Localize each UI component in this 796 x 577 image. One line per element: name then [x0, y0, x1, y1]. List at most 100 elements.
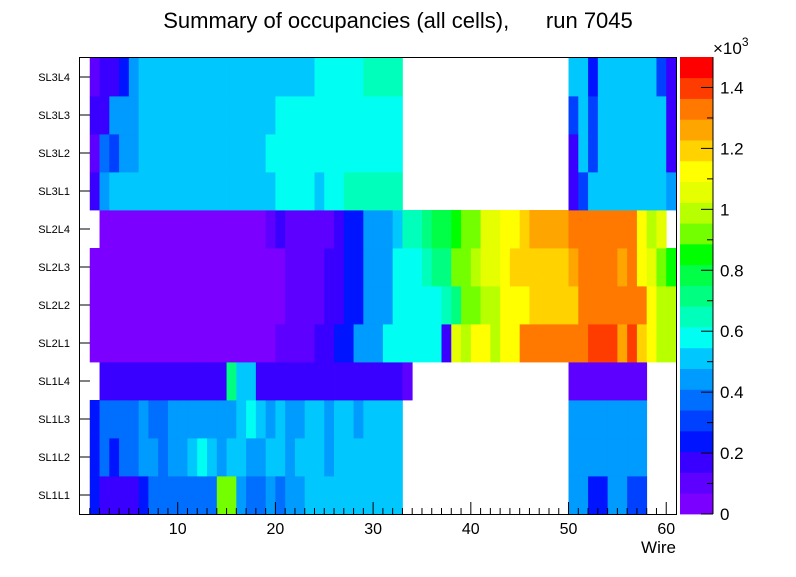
y-tick-label: SL1L4: [38, 376, 70, 388]
heatmap-cell: [197, 172, 208, 211]
heatmap-cell: [441, 210, 452, 249]
heatmap-cell: [275, 248, 286, 287]
heatmap-cell: [578, 172, 589, 211]
heatmap-cell: [656, 172, 667, 211]
heatmap-cell: [402, 286, 413, 325]
heatmap-cell: [275, 362, 286, 401]
heatmap-cell: [167, 476, 179, 515]
heatmap-cell: [636, 438, 648, 477]
heatmap-cell: [226, 324, 237, 363]
heatmap-cell: [343, 362, 354, 401]
heatmap-cell: [207, 96, 218, 135]
heatmap-cell: [656, 324, 667, 363]
heatmap-cell: [461, 248, 472, 287]
heatmap-cell: [89, 58, 100, 97]
color-scale-tick-label: 1: [720, 200, 729, 219]
heatmap-cell: [568, 362, 579, 401]
heatmap-cell: [402, 362, 413, 401]
heatmap-cell: [334, 324, 345, 363]
heatmap-cell: [373, 248, 384, 287]
heatmap-cell: [451, 286, 462, 325]
heatmap-cell: [578, 134, 589, 173]
heatmap-cell: [597, 134, 609, 173]
heatmap-cell: [99, 58, 110, 97]
heatmap-cell: [226, 248, 237, 287]
y-tick-label: SL2L3: [38, 262, 70, 274]
heatmap-cell: [666, 134, 677, 173]
heatmap-cell: [421, 324, 433, 363]
heatmap-cell: [402, 324, 413, 363]
heatmap-cell: [588, 400, 599, 439]
heatmap-cell: [99, 400, 110, 439]
heatmap-cell: [334, 362, 345, 401]
y-tick-label: SL2L2: [38, 300, 70, 312]
heatmap-cell: [334, 248, 345, 287]
heatmap-cell: [216, 400, 227, 439]
heatmap-cell: [363, 210, 374, 249]
heatmap-cell: [128, 134, 140, 173]
y-tick-label: SL1L3: [38, 414, 70, 426]
heatmap-cell: [187, 476, 198, 515]
heatmap-cell: [597, 400, 609, 439]
heatmap-cell: [617, 134, 628, 173]
heatmap-cell: [148, 286, 159, 325]
color-scale-bin: [680, 493, 713, 515]
heatmap-cell: [89, 248, 100, 287]
heatmap-cell: [353, 476, 364, 515]
heatmap-cell: [99, 172, 110, 211]
heatmap-cell: [89, 134, 100, 173]
heatmap-cell: [666, 58, 677, 97]
heatmap-cell: [89, 476, 100, 515]
heatmap-cell: [548, 286, 560, 325]
heatmap-cell: [216, 248, 227, 287]
heatmap-cell: [382, 438, 394, 477]
heatmap-cell: [294, 248, 306, 287]
heatmap-cell: [285, 96, 296, 135]
heatmap-cell: [607, 172, 618, 211]
heatmap-cell: [539, 248, 550, 287]
heatmap-cell: [216, 286, 227, 325]
heatmap-cell: [138, 248, 149, 287]
heatmap-cell: [294, 172, 306, 211]
heatmap-cell: [636, 172, 648, 211]
color-scale-bin: [680, 202, 713, 224]
heatmap-cell: [226, 286, 237, 325]
color-scale-bin: [680, 347, 713, 369]
heatmap-cell: [314, 248, 325, 287]
heatmap-cell: [373, 362, 384, 401]
heatmap-cell: [265, 248, 276, 287]
heatmap-cell: [294, 58, 306, 97]
x-axis: 10 20 30 40 50 60: [89, 502, 675, 538]
heatmap-cell: [207, 476, 218, 515]
heatmap-cell: [382, 476, 394, 515]
heatmap-cell: [89, 324, 100, 363]
heatmap-cell: [334, 438, 345, 477]
heatmap-cell: [216, 210, 227, 249]
heatmap-cell: [412, 286, 423, 325]
heatmap-cell: [597, 248, 609, 287]
heatmap-cell: [304, 248, 315, 287]
heatmap-cell: [275, 400, 286, 439]
heatmap-cell: [99, 96, 110, 135]
heatmap-cell: [158, 476, 169, 515]
color-scale-multiplier: ×103: [713, 35, 749, 58]
heatmap-cell: [187, 324, 198, 363]
heatmap-cell: [490, 210, 501, 249]
heatmap-cell: [275, 96, 286, 135]
heatmap-cell: [119, 248, 130, 287]
heatmap-cell: [529, 248, 540, 287]
color-scale-bin: [680, 430, 713, 453]
heatmap-cell: [578, 362, 589, 401]
heatmap-cell: [197, 476, 208, 515]
heatmap-cell: [275, 324, 286, 363]
heatmap-cell: [148, 362, 159, 401]
heatmap-cell: [148, 324, 159, 363]
heatmap-cell: [607, 400, 618, 439]
color-scale-bin: [680, 77, 713, 99]
heatmap-cell: [558, 286, 569, 325]
heatmap-cell: [158, 172, 169, 211]
heatmap-cell: [255, 286, 267, 325]
heatmap-cell: [617, 286, 628, 325]
heatmap-cell: [588, 438, 599, 477]
heatmap-cell: [148, 248, 159, 287]
